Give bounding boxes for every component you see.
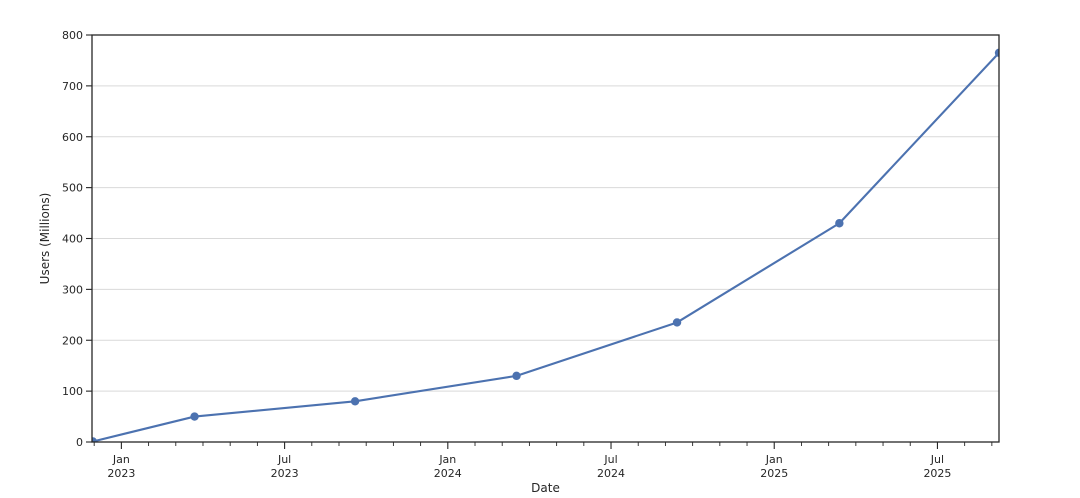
x-tick-label: Jan 2025 — [760, 453, 788, 480]
x-axis-title: Date — [531, 481, 560, 495]
y-tick-label: 600 — [62, 131, 83, 144]
data-point-marker — [512, 371, 521, 381]
y-tick-label: 100 — [62, 385, 83, 398]
y-tick-label: 0 — [76, 436, 83, 449]
data-line — [92, 51, 999, 442]
y-tick-label: 400 — [62, 233, 83, 246]
y-axis-title: Users (Millions) — [38, 193, 52, 285]
data-layer — [92, 48, 999, 442]
data-point-marker — [835, 219, 844, 228]
y-tick-label: 200 — [62, 334, 83, 347]
axis-layer: 0 100 200 300 400 500 600 700 800 Jan 2023 Jul 2023 J… — [62, 29, 1000, 480]
data-point-marker — [350, 397, 360, 406]
x-tick-label: Jan 2024 — [434, 453, 462, 480]
y-tick-label: 300 — [62, 283, 83, 296]
x-tick-label: Jan 2023 — [107, 453, 135, 480]
x-tick-label: Jul 2024 — [597, 453, 625, 480]
y-tick-label: 700 — [62, 80, 83, 93]
y-tick-label: 500 — [62, 182, 83, 195]
data-point-marker — [190, 412, 199, 421]
data-point-marker — [672, 318, 682, 327]
x-tick-label: Jul 2025 — [923, 453, 951, 480]
y-tick-label: 800 — [62, 29, 83, 42]
data-point-marker — [994, 48, 999, 58]
grid-layer — [92, 85, 999, 392]
x-tick-label: Jul 2023 — [271, 453, 299, 480]
data-point-marker — [92, 437, 98, 442]
